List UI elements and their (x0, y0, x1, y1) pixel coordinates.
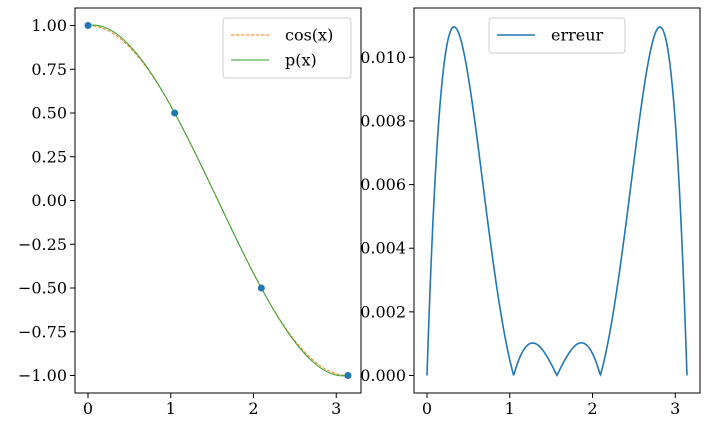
y-tick-label: 0.75 (31, 60, 67, 79)
y-tick-label: 0.25 (31, 147, 67, 166)
y-tick-label: 0.000 (360, 366, 406, 385)
y-tick-label: 0.008 (360, 111, 406, 130)
x-tick-label: 1 (166, 399, 176, 418)
y-tick-label: −0.75 (18, 322, 67, 341)
y-tick-label: 0.00 (31, 191, 67, 210)
axes-frame (413, 7, 701, 394)
y-tick-label: 0.006 (360, 175, 406, 194)
legend-label: p(x) (285, 51, 317, 70)
y-tick-label: −0.50 (18, 279, 67, 298)
x-tick-label: 2 (248, 399, 258, 418)
legend-box (488, 17, 626, 54)
y-tick-label: 0.50 (31, 104, 67, 123)
right-chart-error: 0 1 2 3 0.000 0.002 0.004 0.006 0.008 0.010 erreur (360, 7, 701, 418)
x-tick-label: 3 (670, 399, 680, 418)
x-tick-label: 1 (505, 399, 515, 418)
x-tick-label: 0 (422, 399, 432, 418)
y-tick-label: 0.002 (360, 302, 406, 321)
y-tick-label: −1.00 (18, 366, 67, 385)
interp-point-0 (84, 22, 92, 29)
y-tick-label: 0.010 (360, 48, 406, 67)
legend: erreur (488, 17, 626, 54)
legend-label: erreur (551, 26, 604, 45)
series-line-0 (426, 26, 688, 378)
x-tick-label: 3 (331, 399, 341, 418)
legend-label: cos(x) (285, 26, 333, 45)
y-tick-label: 1.00 (31, 16, 67, 35)
x-tick-label: 0 (83, 399, 93, 418)
interp-point-2 (257, 284, 265, 292)
interp-point-3 (344, 372, 352, 379)
legend: cos(x) p(x) (222, 17, 352, 79)
series-line-1 (87, 24, 349, 377)
x-tick-label: 2 (587, 399, 597, 418)
legend-box (222, 17, 352, 79)
interp-point-1 (171, 109, 179, 117)
y-tick-label: −0.25 (18, 235, 67, 254)
left-chart-cos-interpolation: 0 1 2 3 1.00 0.75 0.50 0.25 0.00 −0.25 −0.50 −0.75 −… (18, 7, 362, 418)
y-tick-label: 0.004 (360, 239, 406, 258)
